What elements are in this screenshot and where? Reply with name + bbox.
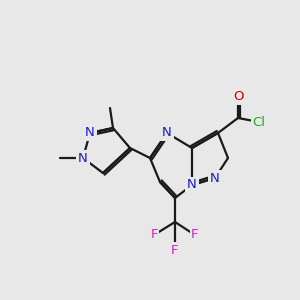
Text: F: F — [191, 229, 199, 242]
Text: N: N — [187, 178, 197, 191]
Text: N: N — [78, 152, 88, 164]
Text: Cl: Cl — [253, 116, 266, 128]
Text: F: F — [171, 244, 179, 256]
Text: N: N — [162, 127, 172, 140]
Text: N: N — [85, 127, 95, 140]
Text: N: N — [210, 172, 220, 184]
Text: O: O — [233, 91, 243, 103]
Text: F: F — [150, 229, 158, 242]
